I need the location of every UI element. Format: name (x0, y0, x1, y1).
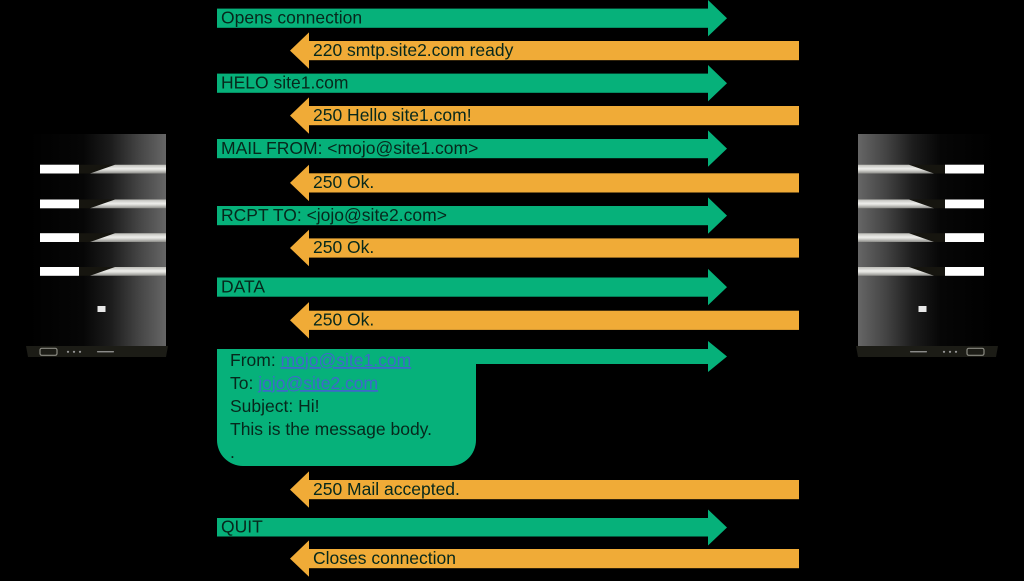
svg-text:.: . (230, 442, 235, 462)
svg-text:Subject: Hi!: Subject: Hi! (230, 396, 319, 416)
svg-text:MAIL FROM: <mojo@site1.com>: MAIL FROM: <mojo@site1.com> (221, 138, 478, 158)
svg-text:250 Ok.: 250 Ok. (313, 237, 374, 257)
svg-text:RCPT TO: <jojo@site2.com>: RCPT TO: <jojo@site2.com> (221, 205, 447, 225)
svg-text:250 Hello site1.com!: 250 Hello site1.com! (313, 105, 472, 125)
svg-text:From: mojo@site1.com: From: mojo@site1.com (230, 350, 411, 370)
svg-text:QUIT: QUIT (221, 517, 263, 537)
svg-text:Opens connection: Opens connection (221, 7, 362, 27)
svg-text:250 Ok.: 250 Ok. (313, 310, 374, 330)
svg-text:Closes connection: Closes connection (313, 548, 456, 568)
svg-text:250 Mail accepted.: 250 Mail accepted. (313, 479, 460, 499)
svg-text:220 smtp.site2.com ready: 220 smtp.site2.com ready (313, 40, 514, 60)
svg-text:This is the message body.: This is the message body. (230, 419, 432, 439)
svg-text:250 Ok.: 250 Ok. (313, 172, 374, 192)
svg-text:DATA: DATA (221, 276, 265, 296)
svg-text:To: jojo@site2.com: To: jojo@site2.com (230, 373, 378, 393)
svg-text:HELO site1.com: HELO site1.com (221, 72, 348, 92)
